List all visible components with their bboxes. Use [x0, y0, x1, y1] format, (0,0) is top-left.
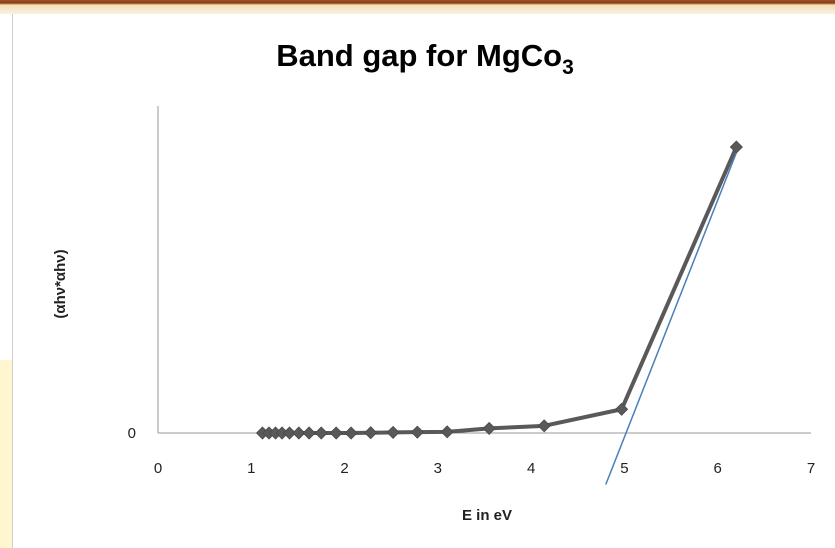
tangent-fit	[605, 152, 738, 485]
x-tick-label: 0	[154, 460, 162, 477]
x-tick-label: 5	[620, 460, 628, 477]
data-point-marker	[440, 425, 454, 439]
series-line	[262, 146, 739, 435]
data-point-marker	[314, 426, 328, 440]
x-tick-label: 7	[807, 460, 815, 477]
data-point-marker	[344, 426, 358, 440]
band-gap-chart: Band gap for MgCo3 0 1 2 3 4 5 6 70 E in eV (αh…	[52, 38, 816, 524]
x-tick-label: 4	[527, 460, 535, 477]
side-panel-edge	[0, 360, 14, 548]
chart-title: Band gap for MgCo3	[276, 38, 574, 79]
data-point-marker	[329, 426, 343, 440]
data-point-marker	[386, 425, 400, 439]
data-point-marker	[729, 140, 743, 154]
data-point-marker	[282, 426, 297, 440]
data-series	[255, 140, 743, 440]
x-tick-label: 3	[434, 460, 442, 477]
data-point-marker	[364, 426, 378, 440]
x-axis-label: E in eV	[462, 507, 512, 524]
window-top-border	[0, 0, 835, 14]
data-point-marker	[482, 421, 496, 435]
data-point-marker	[410, 425, 424, 439]
y-tick-label: 0	[128, 425, 136, 442]
tangent-line	[605, 152, 738, 485]
y-axis-label: (αhν*αhν)	[52, 249, 69, 318]
x-tick-label: 6	[714, 460, 722, 477]
data-point-marker	[615, 402, 629, 416]
data-point-marker	[537, 419, 551, 433]
tick-labels: 0 1 2 3 4 5 6 7 0	[128, 425, 816, 477]
x-tick-label: 1	[247, 460, 255, 477]
chart-title-main: Band gap for MgCo	[276, 38, 562, 73]
data-point-marker	[302, 426, 316, 440]
axes	[157, 106, 811, 434]
data-point-marker	[292, 426, 306, 440]
x-tick-label: 2	[340, 460, 348, 477]
chart-title-subscript: 3	[562, 56, 574, 79]
